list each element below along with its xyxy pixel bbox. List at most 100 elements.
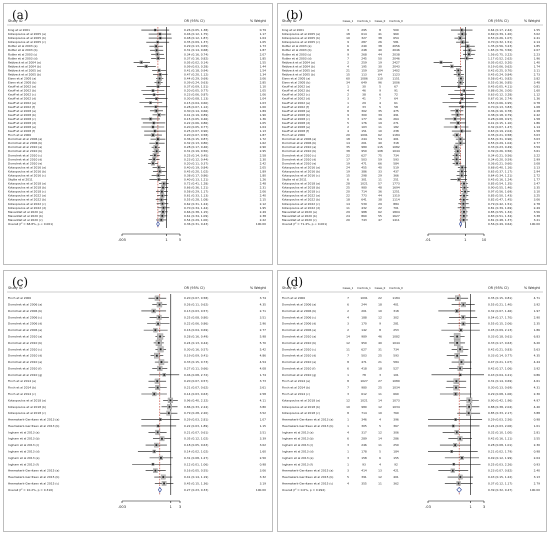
study-count: 44	[378, 52, 382, 56]
study-or-ci: 0.21 (0.07, 0.61)	[184, 430, 208, 434]
study-label: Kotsopoulos et al 2018 (a)	[8, 182, 46, 186]
study-count: 527	[393, 366, 399, 370]
study-weight: 2.15	[260, 198, 267, 202]
study-point-estimate	[463, 210, 465, 213]
study-or-ci: 1.65 (0.76, 3.56)	[488, 48, 512, 52]
study-label: Kotsopoulos et al 2022 (d)	[282, 206, 320, 210]
study-label: Ingham et al 2013 (b)	[282, 437, 314, 441]
study-count: 19	[378, 121, 382, 125]
forest-plot-b: Study ID Cases_1 Controls_1 Cases_0 Controls…	[281, 19, 543, 242]
study-count: 36	[378, 190, 382, 194]
study-weight: 5.98	[260, 335, 267, 339]
study-or-ci: 0.55 (0.21, 1.40)	[488, 303, 512, 307]
study-label: Domchek et al 2010 (b)	[282, 149, 316, 153]
study-label: Rutter et al 2003 (b)	[282, 48, 312, 52]
study-or-ci: 0.25 (0.07, 0.90)	[184, 129, 208, 133]
study-weight: 1.05	[260, 89, 267, 93]
study-or-ci: 0.28 (0.17, 0.46)	[184, 145, 208, 149]
overall-label: Overall (I² = 68.8%, p < 0.001)	[8, 222, 53, 226]
study-label: Domchek et al 2010 (f)	[282, 366, 315, 370]
study-or-ci: 0.33 (0.14, 0.77)	[488, 354, 512, 358]
study-weight: 1.87	[260, 133, 267, 137]
study-count: 584	[393, 360, 399, 364]
study-count: 184	[393, 449, 399, 453]
study-or-ci: 0.42 (0.21, 0.83)	[488, 347, 512, 351]
study-weight: 2.49	[260, 210, 267, 214]
study-or-ci: 0.30 (0.08, 1.13)	[184, 97, 208, 101]
study-point-estimate	[157, 138, 159, 141]
study-label: Domchek et al 2010 (a)	[282, 335, 316, 339]
study-count: 62	[378, 210, 382, 214]
study-label: Finch et al 2006	[8, 296, 31, 300]
study-weight: 3.06	[260, 469, 267, 473]
study-count: 649	[361, 81, 367, 85]
study-or-ci: 0.13 (0.03, 0.57)	[184, 309, 208, 313]
study-point-estimate	[159, 335, 161, 338]
study-count: 5	[347, 475, 349, 479]
study-count: 25	[378, 354, 382, 358]
study-label: Ingham et al 2013 (a)	[8, 430, 39, 434]
study-count: 67	[394, 85, 398, 89]
study-count: 19	[346, 161, 350, 165]
study-or-ci: 0.28 (0.07, 1.12)	[184, 105, 208, 109]
study-count: 177	[361, 117, 367, 121]
study-label: Domchek et al 2010 (e)	[8, 161, 42, 165]
study-weight: 2.40	[534, 469, 541, 473]
forest-plot-a: Study ID OR (95% CI) % Weight King et al 20…	[7, 19, 269, 242]
study-label: Kauff et al 2002 (b)	[8, 89, 36, 93]
study-or-ci: 0.46 (0.12, 1.75)	[184, 32, 208, 36]
study-weight: 1.89	[260, 109, 267, 113]
study-count: 34	[346, 81, 350, 85]
study-point-estimate	[456, 354, 459, 357]
study-count: 318	[393, 309, 399, 313]
study-count: 11	[378, 481, 382, 485]
study-count: 244	[361, 303, 367, 307]
study-count: 15	[346, 173, 350, 177]
study-label: Heemskerk-Gerritsen et al 2015 (c)	[8, 481, 59, 485]
study-count: 7	[379, 97, 381, 101]
study-point-estimate	[149, 118, 152, 120]
overall-diamond	[456, 486, 462, 493]
study-count: 8	[379, 328, 381, 332]
study-or-ci: 0.22 (0.06, 0.86)	[184, 121, 208, 125]
study-or-ci: 0.34 (0.16, 0.74)	[184, 52, 208, 56]
study-or-ci: 0.85 (0.55, 1.32)	[488, 210, 512, 214]
study-point-estimate	[155, 109, 158, 112]
study-count: 9	[347, 113, 349, 117]
study-or-ci: 0.68 (0.40, 1.16)	[488, 165, 512, 169]
study-count: 367	[393, 424, 399, 428]
study-count: 59	[378, 157, 382, 161]
study-count: 306	[393, 430, 399, 434]
study-count: 1151	[392, 77, 400, 81]
study-count: 14	[378, 398, 382, 402]
study-label: Kauff et al 2002 (f)	[282, 105, 309, 109]
study-count: 6	[347, 437, 349, 441]
study-count: 491	[393, 113, 399, 117]
study-or-ci: 0.72 (0.41, 1.28)	[184, 182, 208, 186]
study-or-ci: 0.32 (0.10, 1.00)	[488, 430, 512, 434]
study-point-estimate	[153, 450, 156, 453]
overall-weight: 100.00	[530, 222, 540, 226]
study-label: Kauff et al 2008 (c)	[282, 117, 310, 121]
study-point-estimate	[159, 73, 162, 76]
study-count: 614	[361, 32, 367, 36]
x-axis-tick-label: 1	[469, 505, 471, 509]
study-point-estimate	[456, 335, 459, 338]
study-point-estimate	[167, 412, 170, 415]
study-count: 20	[346, 218, 350, 222]
study-label: Ingham et al 2013 (d)	[8, 449, 40, 453]
study-label: King et al 2001	[8, 28, 30, 32]
study-or-ci: 0.34 (0.20, 0.59)	[488, 157, 512, 161]
study-label: Kotsopoulos et al 2018 (b)	[8, 405, 46, 409]
study-count: 176	[361, 121, 367, 125]
study-label: Domchek et al 2010 (d)	[282, 157, 316, 161]
study-weight: 5.63	[534, 347, 541, 351]
study-label: Domchek et al 2010 (d)	[8, 157, 42, 161]
study-weight: 3.06	[260, 77, 267, 81]
study-count: 1080	[392, 379, 400, 383]
study-count: 295	[361, 28, 367, 32]
study-point-estimate	[161, 202, 164, 205]
study-count: 437	[393, 169, 399, 173]
study-label: Kotsopoulos et al 2018 (c)	[282, 190, 320, 194]
study-or-ci: 0.33 (0.23, 0.49)	[488, 145, 512, 149]
